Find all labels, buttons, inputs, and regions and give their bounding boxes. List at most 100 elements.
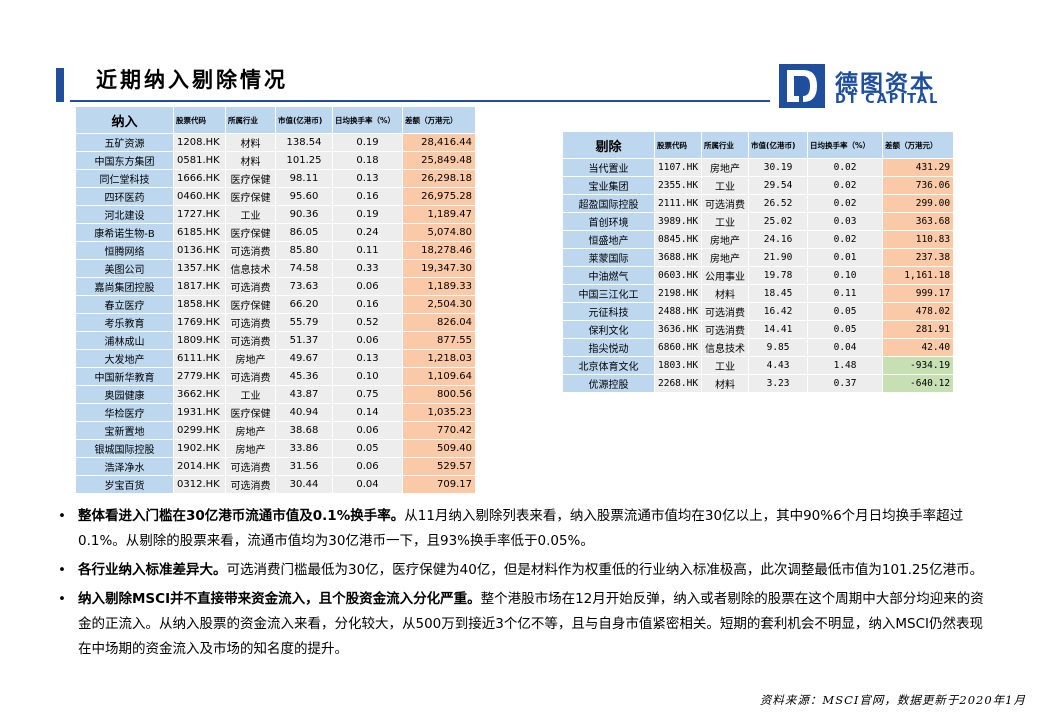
stock-name-cell: 美图公司 xyxy=(76,260,173,277)
stock-industry-cell: 可选消费 xyxy=(226,458,275,475)
stock-name-cell: 康希诺生物-B xyxy=(76,224,173,241)
stock-name-cell: 北京体育文化 xyxy=(563,357,654,374)
stock-name-cell: 恒腾网络 xyxy=(76,242,173,259)
turnover-rate-cell: 0.10 xyxy=(333,368,402,385)
stock-name-cell: 大发地产 xyxy=(76,350,173,367)
fund-diff-cell: -934.19 xyxy=(883,357,954,374)
remove-table-row: 宝业集团 2355.HK 工业 29.54 0.02 736.06 xyxy=(563,177,954,194)
add-table-row: 考乐教育 1769.HK 可选消费 55.79 0.52 826.04 xyxy=(76,314,475,331)
fund-diff-cell: 1,218.03 xyxy=(403,350,475,367)
market-cap-cell: 138.54 xyxy=(276,134,332,151)
fund-diff-cell: 736.06 xyxy=(883,177,954,194)
add-table-row: 奥园健康 3662.HK 工业 43.87 0.75 800.56 xyxy=(76,386,475,403)
turnover-rate-cell: 0.03 xyxy=(808,213,883,230)
bullet-item: • 各行业纳入标准差异大。可选消费门槛最低为30亿，医疗保健为40亿，但是材料作… xyxy=(58,558,988,583)
summary-bullets: • 整体看进入门槛在30亿港币流通市值及0.1%换手率。从11月纳入剔除列表来看… xyxy=(58,504,988,666)
fund-diff-cell: 363.68 xyxy=(883,213,954,230)
stock-name-cell: 奥园健康 xyxy=(76,386,173,403)
bullet-dot-icon: • xyxy=(58,562,66,578)
bullet-dot-icon: • xyxy=(58,591,66,607)
stock-name-cell: 宝新置地 xyxy=(76,422,173,439)
stock-code-cell: 1107.HK xyxy=(655,159,702,176)
fund-diff-cell: 5,074.80 xyxy=(403,224,475,241)
title-accent-bar xyxy=(56,68,64,102)
stock-code-cell: 0460.HK xyxy=(174,188,225,205)
remove-header-turnover: 日均换手率（%） xyxy=(808,132,883,158)
market-cap-cell: 95.60 xyxy=(276,188,332,205)
stock-industry-cell: 工业 xyxy=(226,206,275,223)
add-stocks-table: 纳入 股票代码 所属行业 市值(亿港币) 日均换手率（%） 差额（万港元） 五矿… xyxy=(75,106,476,494)
market-cap-cell: 16.42 xyxy=(749,303,808,320)
add-table-row: 春立医疗 1858.HK 医疗保健 66.20 0.16 2,504.30 xyxy=(76,296,475,313)
add-header-label: 纳入 xyxy=(76,107,173,133)
fund-diff-cell: 26,298.18 xyxy=(403,170,475,187)
remove-table-header: 剔除 股票代码 所属行业 市值(亿港币) 日均换手率（%） 差额（万港元） xyxy=(563,132,954,158)
turnover-rate-cell: 0.33 xyxy=(333,260,402,277)
stock-industry-cell: 可选消费 xyxy=(226,314,275,331)
market-cap-cell: 49.67 xyxy=(276,350,332,367)
fund-diff-cell: 478.02 xyxy=(883,303,954,320)
stock-industry-cell: 可选消费 xyxy=(702,195,749,212)
add-table-row: 河北建设 1727.HK 工业 90.36 0.19 1,189.47 xyxy=(76,206,475,223)
stock-industry-cell: 材料 xyxy=(226,134,275,151)
stock-name-cell: 五矿资源 xyxy=(76,134,173,151)
remove-table-row: 中国三江化工 2198.HK 材料 18.45 0.11 999.17 xyxy=(563,285,954,302)
stock-code-cell: 6111.HK xyxy=(174,350,225,367)
market-cap-cell: 19.78 xyxy=(749,267,808,284)
stock-industry-cell: 信息技术 xyxy=(702,339,749,356)
add-table-row: 中国东方集团 0581.HK 材料 101.25 0.18 25,849.48 xyxy=(76,152,475,169)
market-cap-cell: 43.87 xyxy=(276,386,332,403)
add-header-mcap: 市值(亿港币) xyxy=(276,107,332,133)
stock-industry-cell: 医疗保健 xyxy=(226,404,275,421)
turnover-rate-cell: 0.06 xyxy=(333,422,402,439)
market-cap-cell: 24.16 xyxy=(749,231,808,248)
market-cap-cell: 30.44 xyxy=(276,476,332,493)
turnover-rate-cell: 0.18 xyxy=(333,152,402,169)
turnover-rate-cell: 0.11 xyxy=(333,242,402,259)
stock-industry-cell: 医疗保健 xyxy=(226,170,275,187)
fund-diff-cell: 1,109.64 xyxy=(403,368,475,385)
remove-table-row: 当代置业 1107.HK 房地产 30.19 0.02 431.29 xyxy=(563,159,954,176)
stock-name-cell: 考乐教育 xyxy=(76,314,173,331)
stock-name-cell: 华检医疗 xyxy=(76,404,173,421)
fund-diff-cell: -640.12 xyxy=(883,375,954,392)
remove-header-industry: 所属行业 xyxy=(702,132,749,158)
remove-header-diff: 差额（万港元） xyxy=(883,132,954,158)
fund-diff-cell: 999.17 xyxy=(883,285,954,302)
stock-industry-cell: 医疗保健 xyxy=(226,224,275,241)
stock-code-cell: 2014.HK xyxy=(174,458,225,475)
market-cap-cell: 9.85 xyxy=(749,339,808,356)
add-table-row: 美图公司 1357.HK 信息技术 74.58 0.33 19,347.30 xyxy=(76,260,475,277)
fund-diff-cell: 877.55 xyxy=(403,332,475,349)
add-table-row: 康希诺生物-B 6185.HK 医疗保健 86.05 0.24 5,074.80 xyxy=(76,224,475,241)
add-table-row: 岁宝百货 0312.HK 可选消费 30.44 0.04 709.17 xyxy=(76,476,475,493)
add-header-industry: 所属行业 xyxy=(226,107,275,133)
market-cap-cell: 101.25 xyxy=(276,152,332,169)
market-cap-cell: 74.58 xyxy=(276,260,332,277)
stock-industry-cell: 房地产 xyxy=(702,159,749,176)
stock-industry-cell: 房地产 xyxy=(226,422,275,439)
market-cap-cell: 26.52 xyxy=(749,195,808,212)
market-cap-cell: 4.43 xyxy=(749,357,808,374)
add-header-turnover: 日均换手率（%） xyxy=(333,107,402,133)
add-table-row: 大发地产 6111.HK 房地产 49.67 0.13 1,218.03 xyxy=(76,350,475,367)
market-cap-cell: 38.68 xyxy=(276,422,332,439)
turnover-rate-cell: 1.48 xyxy=(808,357,883,374)
market-cap-cell: 14.41 xyxy=(749,321,808,338)
turnover-rate-cell: 0.19 xyxy=(333,206,402,223)
fund-diff-cell: 28,416.44 xyxy=(403,134,475,151)
stock-code-cell: 1803.HK xyxy=(655,357,702,374)
stock-name-cell: 浩泽净水 xyxy=(76,458,173,475)
stock-industry-cell: 房地产 xyxy=(702,231,749,248)
remove-table-row: 超盈国际控股 2111.HK 可选消费 26.52 0.02 299.00 xyxy=(563,195,954,212)
fund-diff-cell: 709.17 xyxy=(403,476,475,493)
market-cap-cell: 85.80 xyxy=(276,242,332,259)
stock-name-cell: 莱蒙国际 xyxy=(563,249,654,266)
remove-table-row: 元征科技 2488.HK 可选消费 16.42 0.05 478.02 xyxy=(563,303,954,320)
market-cap-cell: 3.23 xyxy=(749,375,808,392)
market-cap-cell: 98.11 xyxy=(276,170,332,187)
stock-industry-cell: 材料 xyxy=(702,285,749,302)
dt-capital-logo: 德图资本 DT CAPITAL xyxy=(779,64,959,110)
turnover-rate-cell: 0.06 xyxy=(333,278,402,295)
stock-name-cell: 优源控股 xyxy=(563,375,654,392)
